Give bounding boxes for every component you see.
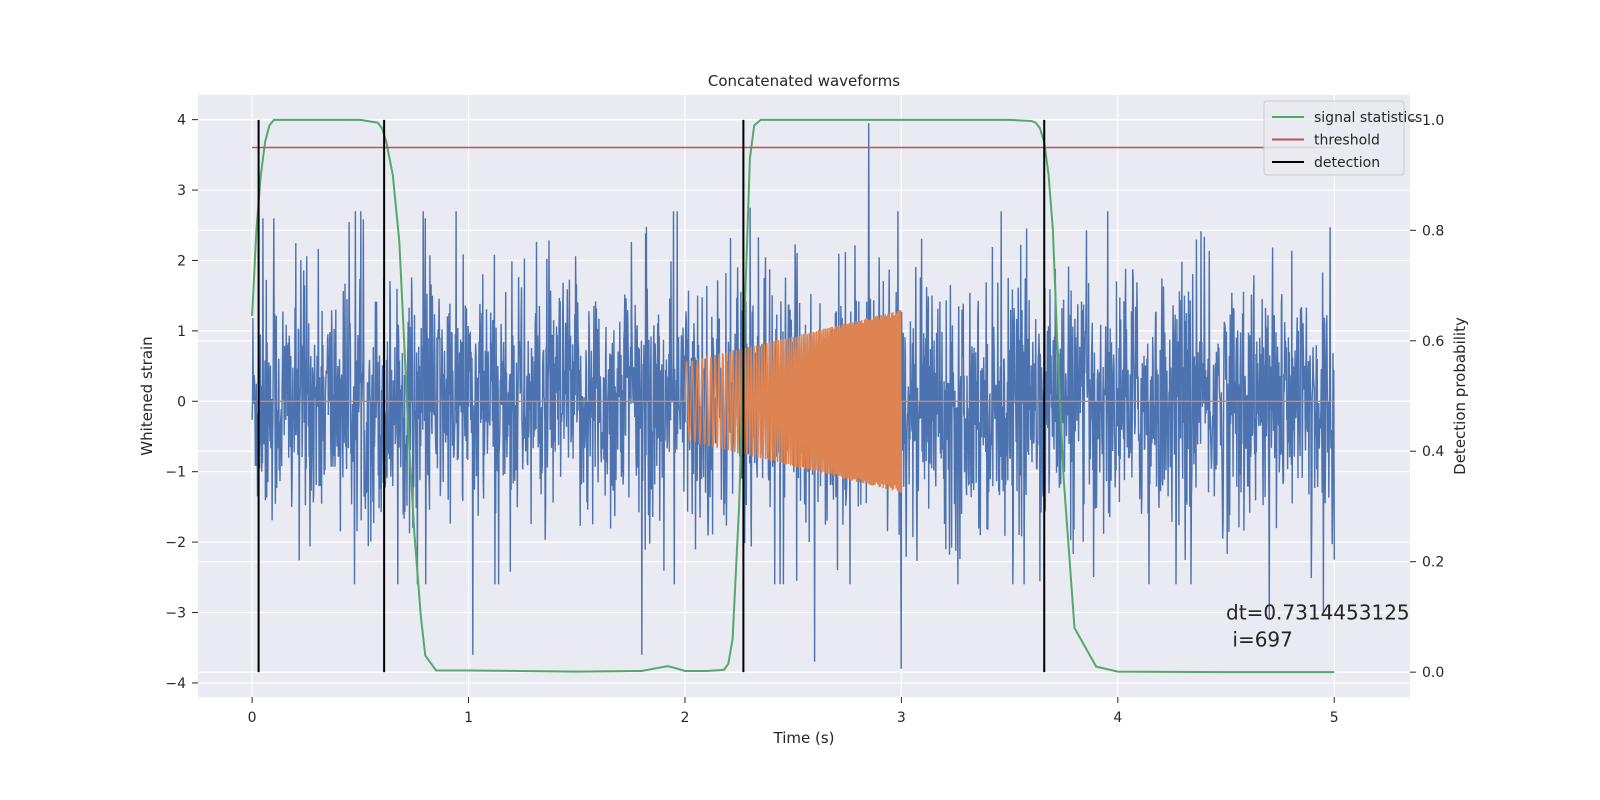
x-tick-label: 1 (464, 710, 473, 726)
annotation-index: i=697 (1226, 628, 1293, 652)
signal-statistics-line (251, 118, 1335, 674)
y-tick-label: −1 (165, 465, 186, 481)
y-axis-title: Whitened strain (138, 336, 156, 455)
annotation-dt: dt=0.7314453125 (1226, 601, 1410, 625)
x-tick-label: 5 (1330, 710, 1339, 726)
y-tick-label: −4 (165, 676, 186, 692)
legend: signal statistics threshold detection (1263, 100, 1422, 176)
y2-tick-label: 0.6 (1422, 334, 1444, 350)
legend-label-detection: detection (1314, 155, 1380, 171)
series-layer (251, 118, 1335, 674)
y-tick-label: 1 (177, 324, 186, 340)
x-tick-label: 2 (681, 710, 690, 726)
legend-label-signal-statistics: signal statistics (1314, 110, 1422, 126)
x-tick-label: 3 (897, 710, 906, 726)
y2-tick-label: 0.2 (1422, 555, 1444, 571)
y-tick-label: 3 (177, 183, 186, 199)
series-injected-chirp (252, 309, 1335, 493)
y-tick-label: −2 (165, 535, 186, 551)
x-tick-label: 4 (1113, 710, 1122, 726)
x-tick-label: 0 (248, 710, 257, 726)
x-axis-title: Time (s) (773, 729, 835, 747)
chart-title: Concatenated waveforms (708, 72, 900, 90)
y-tick-label: −3 (165, 606, 186, 622)
y-tick-label: 0 (177, 394, 186, 410)
y2-tick-label: 0.0 (1422, 665, 1444, 681)
y2-tick-label: 0.4 (1422, 444, 1444, 460)
y-tick-label: 2 (177, 253, 186, 269)
axes: 0 1 2 3 4 5 −4 −3 −2 −1 0 1 2 3 4 0.0 0.2 0.4 0.6 0.8 1.0 (165, 113, 1444, 726)
y2-axis-title: Detection probability (1451, 317, 1469, 475)
y2-tick-label: 0.8 (1422, 223, 1444, 239)
legend-frame (1263, 100, 1405, 176)
legend-label-threshold: threshold (1314, 133, 1380, 149)
y-tick-label: 4 (177, 113, 186, 129)
y2-tick-label: 1.0 (1422, 113, 1444, 129)
